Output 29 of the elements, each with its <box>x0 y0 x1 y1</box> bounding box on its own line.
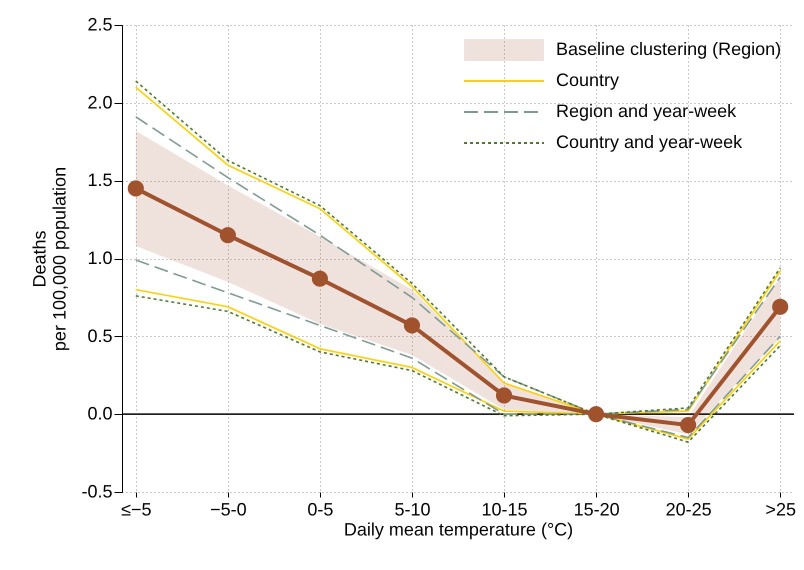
line-series <box>135 259 781 438</box>
legend-label: Country <box>556 70 620 90</box>
y-tick-label: 0.5 <box>87 326 112 346</box>
legend-label: Country and year-week <box>556 132 744 152</box>
y-tick-label: 2.5 <box>87 14 112 34</box>
x-tick-label: >25 <box>765 500 796 520</box>
y-tick-label: 0.0 <box>87 404 112 424</box>
x-tick-label: 15-20 <box>574 500 620 520</box>
point <box>220 227 236 244</box>
y-tick-label: 2.0 <box>87 92 112 112</box>
x-axis-title: Daily mean temperature (°C) <box>344 520 574 540</box>
point <box>404 317 420 334</box>
legend-label: Baseline clustering (Region) <box>556 39 782 59</box>
x-tick-label: −5-0 <box>210 500 247 520</box>
x-tick-label: 0-5 <box>307 500 334 520</box>
point <box>128 180 144 196</box>
point <box>312 270 328 287</box>
y-tick-label: 1.5 <box>87 170 112 190</box>
y-tick-label: -0.5 <box>81 482 112 502</box>
x-tick-label: 5-10 <box>394 500 430 520</box>
point <box>680 417 696 434</box>
point <box>496 387 512 404</box>
x-tick-label: ≤−5 <box>121 500 152 520</box>
x-tick-label: 20-25 <box>666 500 712 520</box>
legend-label: Region and year-week <box>556 101 738 121</box>
y-tick-label: 1.0 <box>87 248 112 268</box>
y-axis-title: Deaths per 100,000 population <box>29 166 70 352</box>
x-tick-label: 10-15 <box>482 500 528 520</box>
point <box>772 298 788 315</box>
